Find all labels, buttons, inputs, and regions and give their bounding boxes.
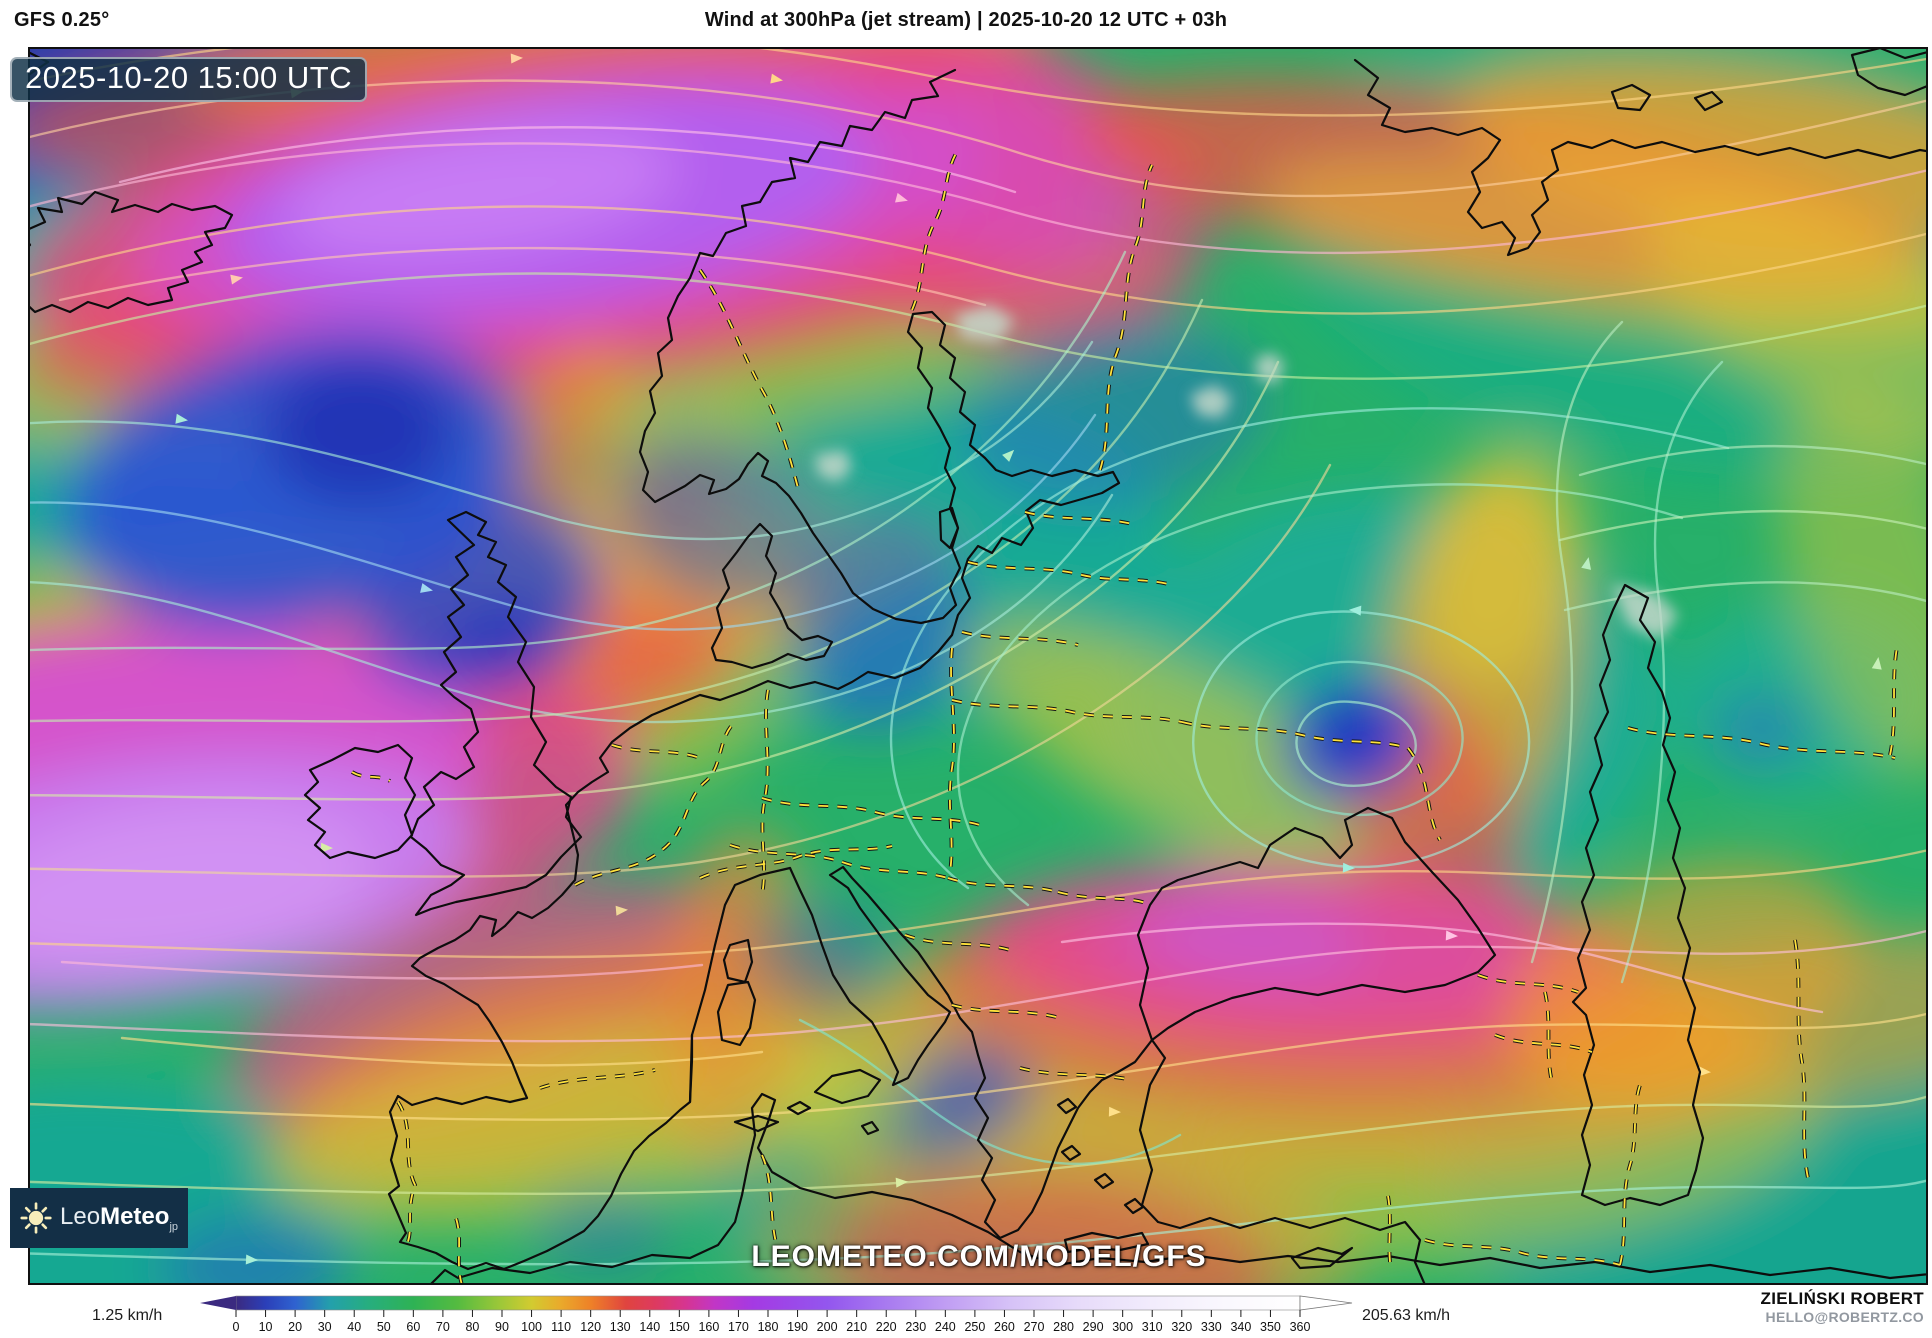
svg-text:20: 20 xyxy=(288,1320,302,1334)
svg-text:300: 300 xyxy=(1112,1320,1133,1334)
svg-text:330: 330 xyxy=(1201,1320,1222,1334)
svg-text:130: 130 xyxy=(610,1320,631,1334)
author-contact: HELLO@ROBERTZ.CO xyxy=(1765,1308,1924,1325)
svg-text:320: 320 xyxy=(1171,1320,1192,1334)
svg-text:180: 180 xyxy=(758,1320,779,1334)
svg-text:230: 230 xyxy=(905,1320,926,1334)
country-borders xyxy=(351,148,1900,1283)
svg-text:250: 250 xyxy=(964,1320,985,1334)
coastlines xyxy=(30,49,1926,1283)
svg-text:310: 310 xyxy=(1142,1320,1163,1334)
svg-text:140: 140 xyxy=(639,1320,660,1334)
svg-text:150: 150 xyxy=(669,1320,690,1334)
svg-text:360: 360 xyxy=(1290,1320,1311,1334)
lakes xyxy=(815,305,1678,640)
svg-text:350: 350 xyxy=(1260,1320,1281,1334)
svg-text:70: 70 xyxy=(436,1320,450,1334)
svg-text:190: 190 xyxy=(787,1320,808,1334)
timestamp-badge: 2025-10-20 15:00 UTC xyxy=(10,57,368,102)
svg-text:120: 120 xyxy=(580,1320,601,1334)
svg-text:340: 340 xyxy=(1230,1320,1251,1334)
svg-text:270: 270 xyxy=(1024,1320,1045,1334)
leometeo-logo[interactable]: LeoMeteojp xyxy=(10,1188,188,1248)
bottom-bar xyxy=(0,1285,1932,1338)
svg-text:80: 80 xyxy=(465,1320,479,1334)
svg-text:30: 30 xyxy=(318,1320,332,1334)
author-name: ZIELIŃSKI ROBERT xyxy=(1760,1289,1924,1308)
svg-text:100: 100 xyxy=(521,1320,542,1334)
svg-text:290: 290 xyxy=(1083,1320,1104,1334)
wind-speed-colorbar: 0 10 20 30 40 50 60 70 80 90 100 110 120 130 140 150 160… xyxy=(200,1295,1353,1334)
svg-text:200: 200 xyxy=(817,1320,838,1334)
svg-text:240: 240 xyxy=(935,1320,956,1334)
svg-text:90: 90 xyxy=(495,1320,509,1334)
colorbar-max-label: 205.63 km/h xyxy=(1362,1307,1451,1324)
page-title: Wind at 300hPa (jet stream) | 2025-10-20… xyxy=(704,9,1228,31)
colorbar-min-label: 1.25 km/h xyxy=(92,1307,163,1324)
svg-text:210: 210 xyxy=(846,1320,867,1334)
logo-text: LeoMeteojp xyxy=(60,1203,178,1233)
svg-text:170: 170 xyxy=(728,1320,749,1334)
weather-map[interactable] xyxy=(28,47,1928,1285)
svg-text:10: 10 xyxy=(259,1320,273,1334)
wind-map-canvas xyxy=(30,49,1926,1283)
svg-text:110: 110 xyxy=(551,1320,571,1334)
attribution: ZIELIŃSKI ROBERT HELLO@ROBERTZ.CO xyxy=(1761,1289,1924,1325)
svg-text:220: 220 xyxy=(876,1320,897,1334)
svg-text:260: 260 xyxy=(994,1320,1015,1334)
wind-speed-field xyxy=(30,49,1926,1283)
svg-text:40: 40 xyxy=(347,1320,361,1334)
svg-text:160: 160 xyxy=(698,1320,719,1334)
svg-text:0: 0 xyxy=(233,1320,240,1334)
svg-text:50: 50 xyxy=(377,1320,391,1334)
streamlines xyxy=(30,49,1926,1266)
svg-text:60: 60 xyxy=(406,1320,420,1334)
sun-icon xyxy=(20,1202,52,1234)
header-bar: GFS 0.25° Wind at 300hPa (jet stream) | … xyxy=(0,0,1932,47)
watermark: LEOMETEO.COM/MODEL/GFS xyxy=(751,1240,1207,1273)
svg-text:280: 280 xyxy=(1053,1320,1074,1334)
model-label: GFS 0.25° xyxy=(14,9,110,31)
